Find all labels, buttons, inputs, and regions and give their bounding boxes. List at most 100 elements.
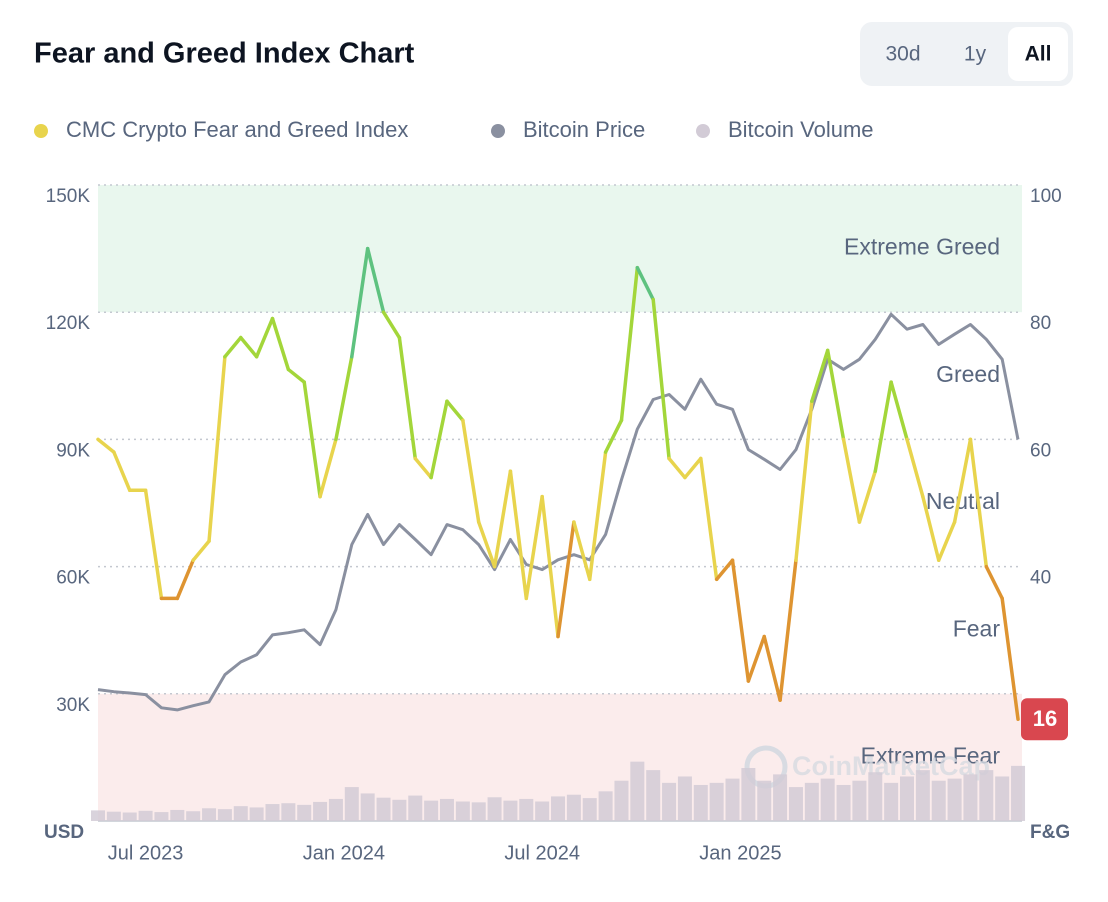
volume-bar (535, 801, 550, 821)
fear-greed-segment (635, 265, 655, 302)
fear-greed-segment (270, 316, 291, 372)
volume-bar (693, 784, 708, 821)
fear-greed-segment (445, 399, 465, 423)
fear-greed-segment (191, 539, 211, 562)
fear-greed-segment (651, 297, 671, 461)
fear-greed-segment (699, 456, 719, 582)
volume-bar (868, 772, 883, 821)
fear-greed-segment (952, 437, 973, 524)
volume-bar (551, 796, 566, 821)
volume-bar (788, 787, 803, 821)
volume-bar (344, 787, 359, 821)
volume-bar (233, 806, 248, 821)
fear-greed-segment (381, 310, 402, 340)
range-button[interactable]: All (1025, 43, 1052, 66)
fear-greed-segment (397, 335, 418, 461)
volume-bar (773, 774, 788, 821)
volume-bar (519, 798, 534, 821)
fear-greed-segment (873, 380, 893, 473)
fear-greed-segment (810, 348, 830, 403)
y-axis-label: USD (44, 822, 84, 843)
fear-greed-segment (905, 437, 925, 499)
volume-bar (947, 778, 962, 821)
volume-bar (614, 780, 629, 821)
volume-bar (979, 770, 994, 821)
range-button-bg[interactable] (1008, 27, 1068, 81)
range-button[interactable]: 1y (964, 43, 987, 66)
volume-bar (217, 809, 232, 821)
x-tick-label: Jul 2023 (108, 842, 184, 864)
fear-greed-segment (587, 450, 608, 582)
volume-bar (265, 804, 280, 821)
volume-bar (408, 795, 423, 821)
watermark: CoinMarketCap (792, 751, 990, 781)
range-button[interactable]: 30d (885, 43, 920, 66)
volume-bar (170, 809, 185, 821)
volume-bar (376, 797, 391, 821)
volume-bar (138, 810, 153, 821)
volume-bar (931, 780, 946, 821)
volume-bar (566, 794, 581, 821)
fear-greed-segment (794, 399, 814, 562)
volume-bar (836, 784, 851, 821)
fear-greed-segment (746, 634, 766, 683)
fear-greed-segment (254, 316, 275, 359)
volume-bar (424, 800, 439, 821)
fear-greed-segment (572, 520, 592, 582)
price-line (97, 312, 1020, 712)
fear-greed-segment (714, 558, 735, 582)
x-tick-label: Jul 2024 (504, 842, 580, 864)
legend-label[interactable]: Bitcoin Price (523, 117, 645, 142)
fear-greed-segment (730, 558, 751, 683)
fear-greed-segment (461, 418, 481, 524)
fear-greed-segment (286, 367, 306, 384)
latest-label: 16 (1033, 706, 1057, 731)
fear-greed-segment (921, 494, 941, 562)
fear-greed-segment (429, 399, 449, 480)
volume-bar (439, 798, 454, 821)
zone-label: Extreme Fear (861, 742, 1001, 768)
volume-bar (392, 799, 407, 821)
legend-label[interactable]: CMC Crypto Fear and Greed Index (66, 117, 408, 142)
volume-bar (630, 761, 645, 821)
volume-bar (995, 776, 1010, 821)
volume-bar (820, 778, 835, 821)
y-tick-label: 120K (46, 313, 91, 334)
volume-bar (360, 793, 375, 821)
chart-title: Fear and Greed Index Chart (34, 38, 415, 70)
y2-tick-label: 100 (1030, 186, 1062, 207)
zone-label: Fear (953, 615, 1001, 641)
volume-bar (202, 808, 217, 821)
fear-greed-segment (825, 348, 846, 442)
x-tick-label: Jan 2025 (699, 842, 781, 864)
fear-greed-segment (492, 469, 513, 569)
volume-bar (154, 812, 169, 821)
y2-tick-label: 80 (1030, 313, 1051, 334)
zone-band (98, 185, 1022, 313)
volume-bar (677, 776, 692, 821)
fear-greed-segment (667, 456, 687, 480)
fear-greed-segment (936, 520, 957, 562)
volume-bar (503, 800, 518, 821)
fear-greed-segment (857, 469, 878, 524)
y-tick-label: 90K (56, 440, 90, 461)
volume-bar (963, 774, 978, 821)
volume-bar (471, 802, 486, 821)
volume-bar (313, 801, 328, 821)
fear-greed-segment (619, 265, 640, 423)
legend-label[interactable]: Bitcoin Volume (728, 117, 874, 142)
fear-greed-segment (762, 634, 782, 702)
volume-bar (598, 791, 613, 821)
fear-greed-segment (889, 380, 909, 442)
fear-greed-segment (603, 418, 624, 454)
zone-label: Neutral (926, 488, 1000, 514)
fear-greed-segment (540, 494, 560, 639)
zone-label: Extreme Greed (844, 234, 1000, 260)
fear-greed-segment (318, 437, 338, 499)
volume-bar (455, 801, 470, 821)
volume-bar (122, 812, 137, 821)
y-tick-label: 30K (56, 695, 90, 716)
y-tick-label: 150K (46, 186, 91, 207)
volume-bar (709, 782, 724, 821)
volume-bar (487, 797, 502, 821)
